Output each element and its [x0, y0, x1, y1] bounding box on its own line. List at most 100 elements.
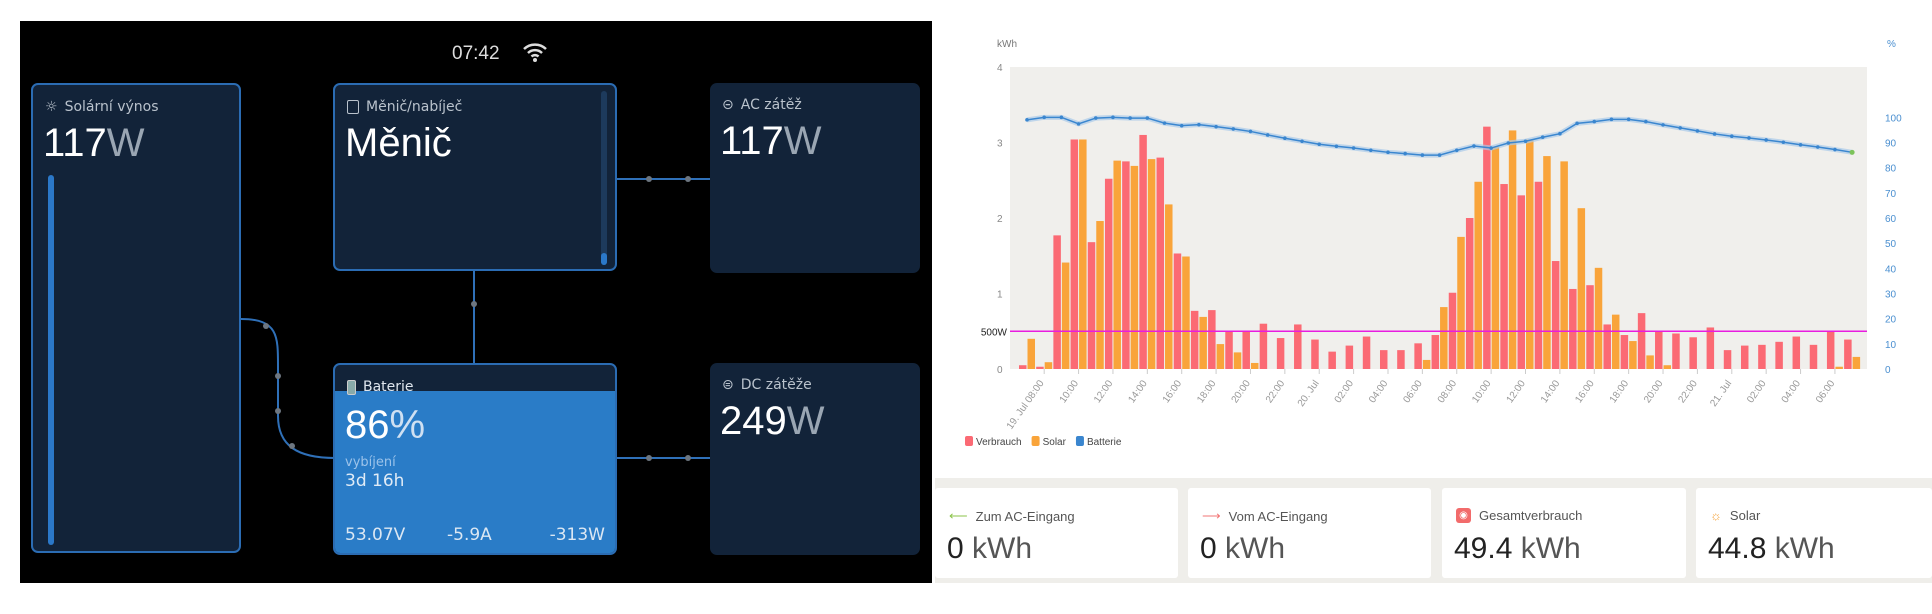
- battery-point: [1540, 135, 1545, 140]
- bar-verbrauch: [1844, 339, 1852, 369]
- bar-solar: [1508, 130, 1517, 369]
- battery-point: [1626, 117, 1631, 122]
- card-value: 44.8: [1708, 532, 1767, 565]
- battery-point: [1592, 119, 1597, 124]
- y-tick-right: 10: [1885, 340, 1897, 351]
- bar-verbrauch: [1723, 350, 1732, 369]
- ac-load-value: 117: [720, 119, 784, 163]
- bar-verbrauch: [1792, 336, 1801, 369]
- battery-point: [1369, 148, 1373, 153]
- card-unit: kWh: [1774, 532, 1835, 565]
- y-tick-left: 0: [997, 365, 1003, 376]
- x-tick-label: 04:00: [1780, 378, 1804, 405]
- bar-verbrauch: [1122, 161, 1130, 369]
- summary-card-total-consumption: ◉ Gesamtverbrauch 49.4 kWh: [1442, 488, 1686, 578]
- flow-dot: [685, 176, 691, 182]
- energy-chart-card: kWh% 0 1 2 3 4 0 10 20 30 40 50 60 70 80 90 100 500W 19. J…: [935, 0, 1932, 478]
- solar-yield-box[interactable]: ☼ Solární výnos 117W: [31, 83, 241, 553]
- battery-point: [1162, 121, 1167, 125]
- bar-solar: [1216, 344, 1225, 369]
- card-label: Vom AC-Eingang: [1228, 508, 1328, 524]
- bar-verbrauch: [1500, 184, 1508, 369]
- bar-solar: [1044, 362, 1053, 369]
- sun-icon: ☼: [1710, 508, 1722, 523]
- y-tick-left: 2: [997, 214, 1003, 225]
- x-tick-label: 16:00: [1161, 378, 1185, 405]
- y-tick-right: 90: [1885, 139, 1897, 150]
- x-tick-label: 06:00: [1401, 378, 1425, 405]
- battery-point: [1833, 147, 1837, 152]
- legend-label-batterie: Batterie: [1087, 437, 1122, 448]
- bar-verbrauch: [1586, 285, 1594, 369]
- bar-verbrauch: [1655, 332, 1663, 369]
- legend-swatch: [1031, 436, 1040, 446]
- card-label: Gesamtverbrauch: [1479, 508, 1583, 523]
- battery-point: [1283, 136, 1287, 141]
- bar-verbrauch: [1311, 339, 1319, 369]
- y-tick-left: 4: [997, 63, 1003, 74]
- bar-verbrauch: [1225, 332, 1233, 369]
- bar-verbrauch: [1414, 343, 1422, 369]
- flow-dot: [471, 301, 477, 307]
- bar-verbrauch: [1431, 335, 1440, 369]
- bar-verbrauch: [1775, 341, 1783, 369]
- battery-box[interactable]: Baterie 86% vybíjení 3d 16h 53.07V -5.9A…: [333, 363, 617, 555]
- battery-point: [1815, 145, 1820, 149]
- bar-solar: [1250, 362, 1259, 369]
- battery-point: [1248, 129, 1253, 134]
- bar-solar: [1629, 341, 1637, 369]
- summary-card-solar: ☼ Solar 44.8 kWh: [1696, 488, 1932, 578]
- socket-icon: ◉: [1456, 508, 1471, 523]
- arrow-left-icon: ⟵: [949, 508, 968, 523]
- x-tick-label: 04:00: [1367, 378, 1391, 405]
- legend-swatch: [1075, 436, 1084, 446]
- connector-inverter-ac: [617, 178, 710, 180]
- battery-point: [1145, 116, 1150, 120]
- bar-verbrauch: [1070, 139, 1079, 369]
- battery-point: [1420, 153, 1425, 157]
- bar-solar: [1440, 307, 1448, 369]
- x-tick-label: 10:00: [1470, 378, 1494, 405]
- inverter-charger-box[interactable]: Měnič/nabíječ Měnič: [333, 83, 617, 271]
- bar-verbrauch: [1242, 330, 1250, 369]
- bar-verbrauch: [1483, 126, 1491, 370]
- bar-verbrauch: [1706, 327, 1715, 369]
- x-tick-label: 08:00: [1436, 378, 1460, 405]
- bar-solar: [1611, 314, 1620, 369]
- battery-time-left: 3d 16h: [345, 471, 405, 491]
- ac-loads-box[interactable]: ⊝ AC zátěž 117W: [710, 83, 920, 273]
- dc-loads-box[interactable]: ⊜ DC zátěže 249W: [710, 363, 920, 555]
- bar-verbrauch: [1465, 218, 1474, 369]
- bar-verbrauch: [1672, 333, 1680, 369]
- bar-solar: [1543, 156, 1551, 369]
- dc-icon: ⊜: [722, 377, 734, 393]
- bar-verbrauch: [1758, 344, 1766, 369]
- card-unit: kWh: [1520, 532, 1581, 565]
- battery-point: [1506, 141, 1511, 145]
- battery-level-fill: [335, 391, 615, 553]
- card-label: Solar: [1729, 508, 1761, 523]
- status-time: 07:42: [452, 43, 500, 64]
- bar-verbrauch: [1345, 345, 1354, 369]
- connector-solar-battery: [240, 318, 336, 459]
- bar-solar: [1526, 139, 1534, 369]
- bar-solar: [1061, 262, 1070, 369]
- flow-dot: [646, 176, 652, 182]
- bar-verbrauch: [1294, 324, 1302, 369]
- battery-point: [1644, 119, 1648, 124]
- bar-verbrauch: [1019, 365, 1027, 369]
- summary-cards: ⟵ Zum AC-Eingang 0 kWh ⟶ Vom AC-Eingang 0 …: [935, 478, 1932, 583]
- scrollbar[interactable]: [601, 91, 607, 265]
- bar-verbrauch: [1139, 134, 1147, 369]
- battery-point: [1472, 144, 1476, 148]
- battery-point: [1712, 132, 1717, 136]
- bar-solar: [1199, 316, 1207, 369]
- battery-point: [1523, 139, 1528, 144]
- bar-solar: [1422, 359, 1431, 369]
- battery-soc: 86: [345, 403, 390, 447]
- box-title: Solární výnos: [64, 99, 159, 115]
- summary-card-to-ac-in: ⟵ Zum AC-Eingang 0 kWh: [935, 488, 1178, 578]
- x-tick-label: 06:00: [1814, 378, 1838, 405]
- flow-dot: [685, 455, 691, 461]
